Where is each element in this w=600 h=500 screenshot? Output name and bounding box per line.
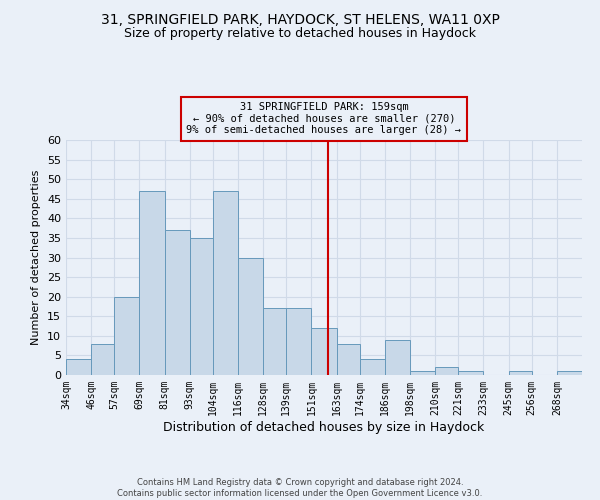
Bar [164,230,190,375]
Bar [557,371,582,375]
Bar [91,344,114,375]
Bar [311,328,337,375]
Bar [139,191,164,375]
Bar [410,371,435,375]
Bar [435,367,458,375]
Bar [337,344,359,375]
Bar [66,360,91,375]
Text: 31 SPRINGFIELD PARK: 159sqm
← 90% of detached houses are smaller (270)
9% of sem: 31 SPRINGFIELD PARK: 159sqm ← 90% of det… [187,102,461,136]
Bar [359,360,385,375]
Bar [213,191,238,375]
Text: Size of property relative to detached houses in Haydock: Size of property relative to detached ho… [124,28,476,40]
Bar [385,340,410,375]
X-axis label: Distribution of detached houses by size in Haydock: Distribution of detached houses by size … [163,420,485,434]
Text: 31, SPRINGFIELD PARK, HAYDOCK, ST HELENS, WA11 0XP: 31, SPRINGFIELD PARK, HAYDOCK, ST HELENS… [101,12,499,26]
Bar [238,258,263,375]
Y-axis label: Number of detached properties: Number of detached properties [31,170,41,345]
Bar [114,296,139,375]
Bar [190,238,213,375]
Bar [458,371,484,375]
Bar [509,371,532,375]
Bar [286,308,311,375]
Text: Contains HM Land Registry data © Crown copyright and database right 2024.
Contai: Contains HM Land Registry data © Crown c… [118,478,482,498]
Bar [263,308,286,375]
